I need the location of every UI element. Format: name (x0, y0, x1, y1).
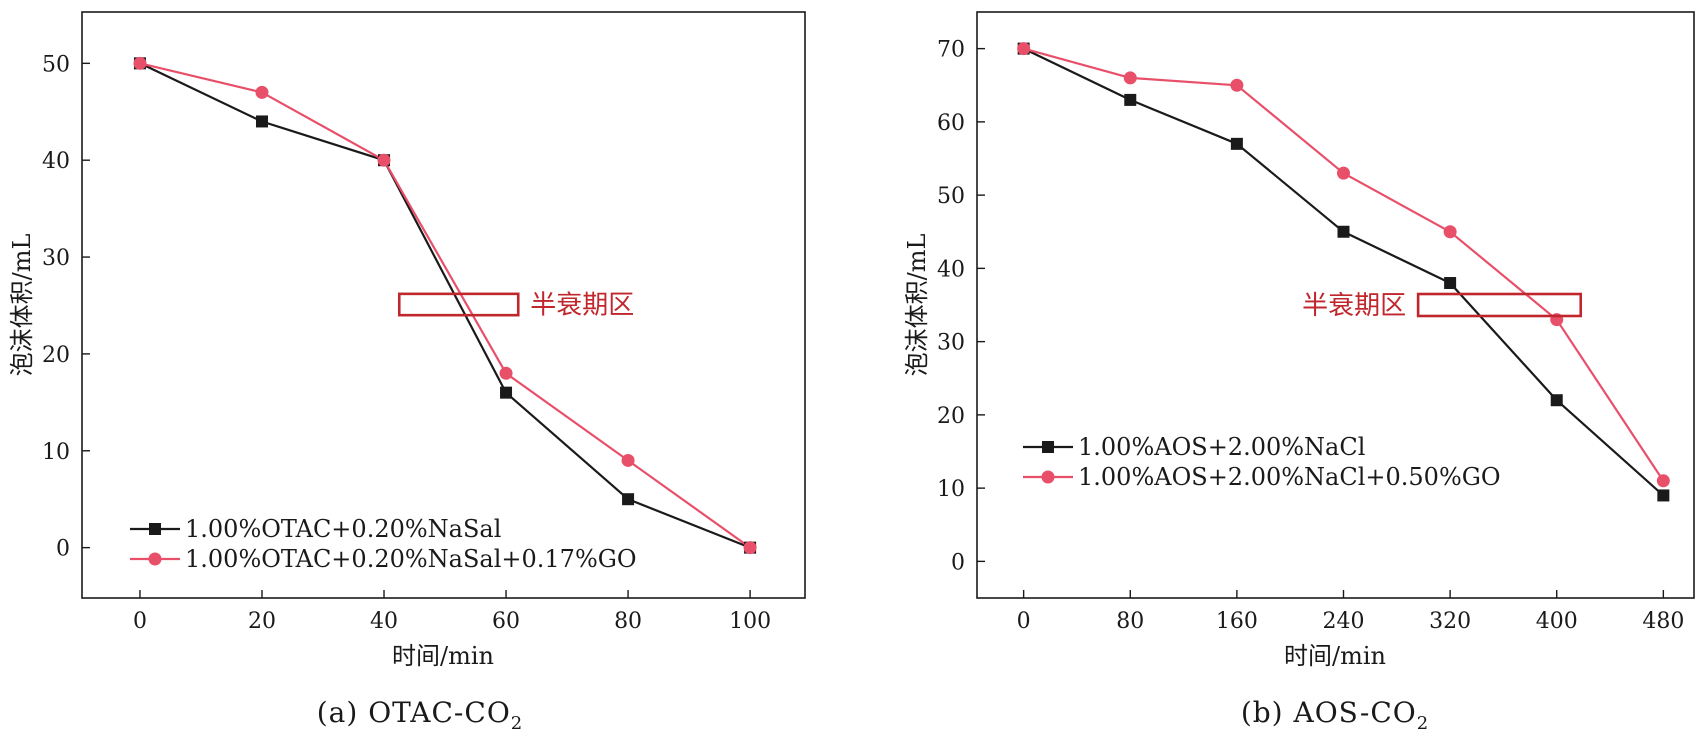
y-tick-label: 70 (937, 38, 965, 63)
chart-a-x-axis: 0 20 40 60 80 100 (133, 590, 771, 634)
legend-square-marker (1042, 441, 1054, 453)
x-tick-label: 60 (492, 609, 520, 634)
series-2-point (1017, 42, 1031, 56)
x-tick-label: 40 (370, 609, 398, 634)
legend-square-marker (149, 523, 161, 535)
y-tick-label: 30 (937, 331, 965, 356)
chart-b-y-axis-label: 泡沫体积/mL (903, 234, 931, 377)
y-tick-label: 0 (56, 537, 70, 562)
y-tick-label: 50 (937, 184, 965, 209)
x-tick-label: 480 (1642, 609, 1684, 634)
legend-label-series-2: 1.00%AOS+2.00%NaCl+0.50%GO (1078, 463, 1501, 491)
series-2-point (1336, 166, 1350, 180)
chart-b-caption-subscript: 2 (1417, 713, 1429, 734)
chart-b-plot-frame (976, 11, 1695, 599)
half-life-region-label: 半衰期区 (530, 291, 634, 321)
chart-b-x-axis-label: 时间/min (1284, 642, 1386, 670)
series-1-line (1023, 47, 1665, 497)
series-2-point (255, 85, 269, 99)
series-2-line (1023, 47, 1665, 482)
series-2-point (621, 453, 635, 467)
series-2-point (499, 366, 513, 380)
legend-circle-marker (1041, 470, 1055, 484)
half-life-region-box (397, 292, 520, 317)
series-1-point (622, 493, 635, 506)
chart-a-plot-frame (81, 11, 806, 599)
y-tick-label: 60 (937, 111, 965, 136)
y-tick-label: 50 (42, 52, 70, 77)
x-tick-label: 160 (1216, 609, 1258, 634)
chart-a-caption-subscript: 2 (511, 713, 523, 734)
chart-a-legend: 1.00%OTAC+0.20%NaSal 1.00%OTAC+0.20%NaSa… (130, 515, 637, 573)
legend-circle-marker (148, 552, 162, 566)
chart-a-x-axis-label: 时间/min (392, 642, 494, 670)
chart-a-annotation: 半衰期区 (397, 291, 634, 321)
series-1-point (255, 115, 268, 128)
legend-label-series-2: 1.00%OTAC+0.20%NaSal+0.17%GO (185, 545, 637, 573)
chart-a-y-axis-label: 泡沫体积/mL (8, 234, 36, 377)
chart-b-caption-main: (b) AOS-CO (1241, 696, 1417, 729)
chart-a-caption: (a) OTAC-CO2 (317, 696, 523, 734)
chart-a-series (133, 56, 757, 555)
x-tick-label: 20 (248, 609, 276, 634)
series-2-point (1656, 474, 1670, 488)
legend-label-series-1: 1.00%OTAC+0.20%NaSal (185, 515, 501, 543)
series-1-line (139, 62, 751, 549)
series-2-point (1230, 78, 1244, 92)
series-1-point (1337, 225, 1350, 238)
y-tick-label: 40 (42, 149, 70, 174)
x-tick-label: 240 (1322, 609, 1364, 634)
half-life-region-box (1416, 292, 1583, 318)
series-1-point (500, 386, 513, 399)
chart-b-y-axis: 0 10 20 30 40 50 60 70 (937, 38, 985, 575)
x-tick-label: 80 (1116, 609, 1144, 634)
y-tick-label: 10 (42, 440, 70, 465)
y-tick-label: 40 (937, 257, 965, 282)
y-tick-label: 20 (42, 343, 70, 368)
chart-b-legend: 1.00%AOS+2.00%NaCl 1.00%AOS+2.00%NaCl+0.… (1023, 433, 1501, 491)
y-tick-label: 10 (937, 477, 965, 502)
y-tick-label: 0 (951, 550, 965, 575)
chart-b-x-axis: 0 80 160 240 320 400 480 (1017, 590, 1684, 634)
x-tick-label: 400 (1536, 609, 1578, 634)
series-2-point (1123, 71, 1137, 85)
half-life-region-label: 半衰期区 (1302, 291, 1406, 321)
x-tick-label: 0 (1017, 609, 1031, 634)
series-2-point (377, 153, 391, 167)
series-2-point (1443, 225, 1457, 239)
series-1-point (1657, 489, 1670, 502)
x-tick-label: 0 (133, 609, 147, 634)
series-2-line (139, 62, 751, 549)
x-tick-label: 80 (614, 609, 642, 634)
series-2-point (133, 56, 147, 70)
series-1-point (1230, 137, 1243, 150)
chart-b-series (1017, 42, 1670, 502)
chart-a-caption-main: (a) OTAC-CO (317, 696, 511, 729)
chart-a: 0 20 40 60 80 100 0 10 20 30 40 50 半衰期区 1.00%OTAC+… (8, 11, 806, 734)
legend-label-series-1: 1.00%AOS+2.00%NaCl (1078, 433, 1365, 461)
series-1-point (1444, 277, 1457, 290)
chart-b-annotation: 半衰期区 (1302, 291, 1583, 321)
series-1-point (1550, 394, 1563, 407)
x-tick-label: 320 (1429, 609, 1471, 634)
series-2-point (743, 541, 757, 555)
series-1-point (1124, 93, 1137, 106)
y-tick-label: 30 (42, 246, 70, 271)
chart-b-caption: (b) AOS-CO2 (1241, 696, 1429, 734)
y-tick-label: 20 (937, 404, 965, 429)
chart-a-y-axis: 0 10 20 30 40 50 (42, 52, 90, 562)
x-tick-label: 100 (729, 609, 771, 634)
